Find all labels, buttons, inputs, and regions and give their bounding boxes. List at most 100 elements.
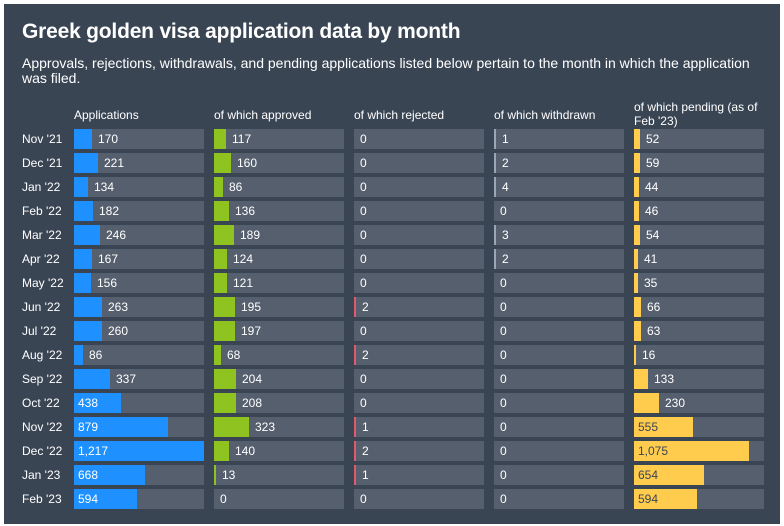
bar-cell-applications: 221 xyxy=(74,153,204,173)
bar-cell-of-which-approved: 121 xyxy=(214,273,344,293)
value-label: 35 xyxy=(644,276,658,290)
value-label: 879 xyxy=(78,420,99,434)
bar xyxy=(634,249,638,269)
bar xyxy=(634,441,749,461)
bar-cell-of-which-withdrawn: 0 xyxy=(494,489,624,509)
bar xyxy=(214,225,234,245)
column-header-of-which-withdrawn: of which withdrawn xyxy=(494,108,596,122)
bar xyxy=(74,273,91,293)
bar xyxy=(354,417,356,437)
bar-cell-of-which-pending-as-of-feb-23: 594 xyxy=(634,489,764,509)
value-label: 654 xyxy=(638,468,659,482)
bar-cell-of-which-approved: 86 xyxy=(214,177,344,197)
value-label: 197 xyxy=(241,324,262,338)
value-label: 0 xyxy=(500,420,507,434)
bar-cell-of-which-pending-as-of-feb-23: 52 xyxy=(634,129,764,149)
value-label: 121 xyxy=(233,276,254,290)
bar xyxy=(494,153,496,173)
column-header-of-which-rejected: of which rejected xyxy=(354,108,445,122)
value-label: 0 xyxy=(500,444,507,458)
bar-cell-of-which-rejected: 0 xyxy=(354,225,484,245)
value-label: 555 xyxy=(638,420,659,434)
bar-cell-of-which-approved: 136 xyxy=(214,201,344,221)
month-label: Jul '22 xyxy=(22,324,57,338)
bar xyxy=(634,297,641,317)
value-label: 170 xyxy=(98,132,119,146)
value-label: 16 xyxy=(642,348,656,362)
value-label: 160 xyxy=(237,156,258,170)
bar-cell-of-which-withdrawn: 2 xyxy=(494,153,624,173)
bar xyxy=(354,297,356,317)
bar-cell-of-which-withdrawn: 0 xyxy=(494,321,624,341)
value-label: 323 xyxy=(255,420,276,434)
value-label: 1,217 xyxy=(78,444,109,458)
value-label: 117 xyxy=(232,132,252,146)
bar xyxy=(214,465,216,485)
bar xyxy=(634,177,639,197)
value-label: 1 xyxy=(502,132,509,146)
bar-cell-of-which-pending-as-of-feb-23: 16 xyxy=(634,345,764,365)
value-label: 156 xyxy=(97,276,118,290)
bar xyxy=(214,177,223,197)
value-label: 4 xyxy=(502,180,509,194)
chart-title: Greek golden visa application data by mo… xyxy=(22,20,461,43)
value-label: 2 xyxy=(502,252,509,266)
value-label: 221 xyxy=(104,156,125,170)
bar-cell-of-which-approved: 189 xyxy=(214,225,344,245)
bar-cell-applications: 170 xyxy=(74,129,204,149)
value-label: 438 xyxy=(78,396,99,410)
bar-cell-of-which-approved: 323 xyxy=(214,417,344,437)
value-label: 0 xyxy=(360,180,367,194)
value-label: 2 xyxy=(362,300,369,314)
bar-cell-of-which-withdrawn: 1 xyxy=(494,129,624,149)
bar-cell-of-which-rejected: 1 xyxy=(354,465,484,485)
bar xyxy=(74,249,92,269)
bar-cell-of-which-withdrawn: 2 xyxy=(494,249,624,269)
value-label: 0 xyxy=(220,492,227,506)
chart-subtitle: Approvals, rejections, withdrawals, and … xyxy=(22,55,750,86)
bar-cell-of-which-withdrawn: 0 xyxy=(494,465,624,485)
bar-cell-of-which-approved: 0 xyxy=(214,489,344,509)
bar-cell-of-which-withdrawn: 0 xyxy=(494,369,624,389)
bar xyxy=(214,321,235,341)
bar-cell-applications: 260 xyxy=(74,321,204,341)
bar-cell-of-which-withdrawn: 0 xyxy=(494,201,624,221)
month-label: May '22 xyxy=(22,276,64,290)
value-label: 0 xyxy=(360,276,367,290)
bar-cell-of-which-withdrawn: 0 xyxy=(494,273,624,293)
value-label: 1,075 xyxy=(638,444,669,458)
bar-cell-of-which-approved: 160 xyxy=(214,153,344,173)
bar-cell-of-which-withdrawn: 0 xyxy=(494,297,624,317)
bar-cell-of-which-rejected: 0 xyxy=(354,129,484,149)
bar-cell-of-which-approved: 140 xyxy=(214,441,344,461)
bar xyxy=(214,129,226,149)
value-label: 0 xyxy=(360,396,367,410)
value-label: 230 xyxy=(665,396,686,410)
bar xyxy=(494,249,496,269)
bar-cell-of-which-pending-as-of-feb-23: 66 xyxy=(634,297,764,317)
bar-cell-of-which-pending-as-of-feb-23: 654 xyxy=(634,465,764,485)
bar xyxy=(214,273,227,293)
value-label: 0 xyxy=(500,324,507,338)
bar-cell-of-which-pending-as-of-feb-23: 230 xyxy=(634,393,764,413)
bar xyxy=(634,417,693,437)
value-label: 54 xyxy=(646,228,660,242)
value-label: 0 xyxy=(500,492,507,506)
chart-frame: Greek golden visa application data by mo… xyxy=(4,4,780,524)
month-label: Feb '23 xyxy=(22,492,62,506)
bar xyxy=(214,249,227,269)
value-label: 208 xyxy=(242,396,263,410)
bar-cell-of-which-rejected: 0 xyxy=(354,321,484,341)
bar-cell-applications: 879 xyxy=(74,417,204,437)
bar xyxy=(634,465,704,485)
value-label: 195 xyxy=(241,300,262,314)
bar-cell-of-which-approved: 124 xyxy=(214,249,344,269)
month-label: Oct '22 xyxy=(22,396,60,410)
bar xyxy=(354,465,356,485)
bar xyxy=(74,225,100,245)
bar xyxy=(634,369,648,389)
bar xyxy=(74,465,145,485)
bar xyxy=(214,297,235,317)
bar-cell-applications: 668 xyxy=(74,465,204,485)
bar xyxy=(494,225,496,245)
